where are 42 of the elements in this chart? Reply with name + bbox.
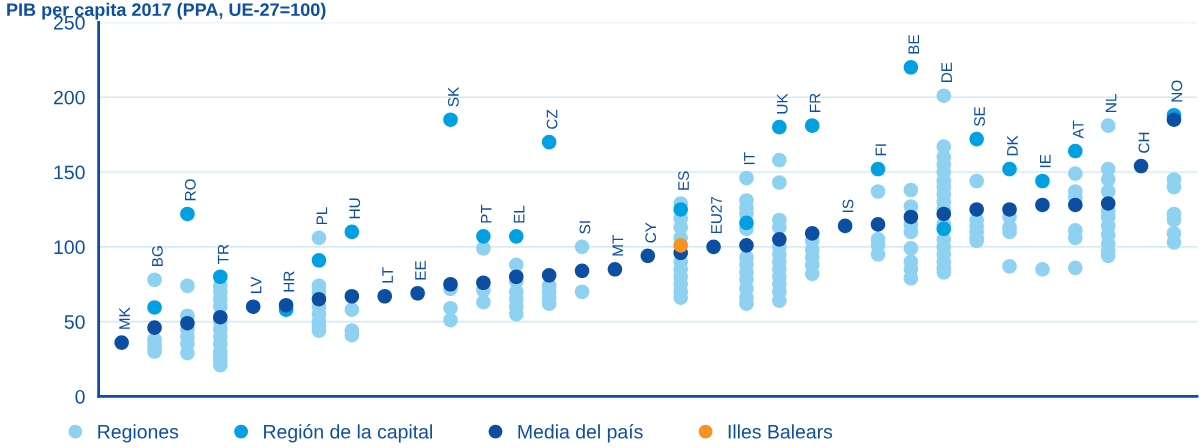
- x-tick-label: DK: [1007, 135, 1018, 156]
- x-tick-label: EE: [415, 261, 426, 280]
- legend-label: Media del país: [518, 424, 643, 443]
- x-tick-label: NL: [1105, 94, 1117, 112]
- legend-label: Illes Balears: [728, 424, 833, 439]
- x-tick-label: SK: [447, 86, 459, 107]
- x-tick-label: NO: [1171, 80, 1183, 102]
- x-tick-label: IS: [842, 199, 854, 212]
- x-tick-label: PL: [316, 207, 328, 225]
- y-tick-label: 200: [53, 90, 85, 105]
- x-tick-label: FR: [809, 93, 821, 112]
- x-tick-label: TR: [217, 244, 229, 264]
- x-tick-label: HU: [349, 198, 361, 219]
- x-tick-label: FI: [875, 144, 887, 156]
- x-tick-label: CY: [645, 222, 657, 243]
- x-tick-label: UK: [776, 93, 788, 114]
- x-tick-label: BE: [908, 35, 920, 54]
- x-tick-label: ES: [678, 171, 689, 190]
- x-tick-label: HR: [283, 271, 295, 292]
- y-tick-label: 100: [54, 240, 85, 255]
- y-tick-label: 50: [64, 315, 85, 329]
- x-tick-label: LT: [382, 267, 393, 283]
- x-tick-label: AT: [1072, 120, 1084, 139]
- legend-label: Región de la capital: [264, 424, 432, 443]
- x-tick-label: RO: [184, 179, 196, 201]
- x-tick-label: MK: [119, 307, 130, 329]
- x-tick-label: IE: [1040, 154, 1051, 168]
- x-tick-label: DE: [941, 62, 952, 82]
- x-tick-label: IT: [744, 152, 755, 165]
- x-tick-label: EL: [513, 205, 525, 223]
- y-tick-label: 0: [75, 389, 85, 404]
- x-tick-label: EU27: [711, 196, 722, 234]
- x-tick-label: SE: [974, 106, 985, 126]
- y-tick-label: 150: [54, 165, 85, 180]
- x-tick-label: SI: [579, 221, 591, 234]
- x-tick-label: PT: [481, 204, 492, 223]
- x-tick-label: BG: [152, 246, 163, 267]
- x-tick-label: MT: [612, 235, 624, 256]
- x-tick-label: CZ: [546, 109, 558, 129]
- x-tick-label: CH: [1138, 132, 1150, 153]
- legend-label: Regiones: [98, 424, 179, 443]
- x-tick-label: LV: [250, 276, 262, 293]
